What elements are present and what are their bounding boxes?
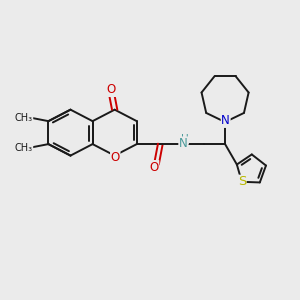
Text: O: O — [149, 160, 159, 174]
Text: O: O — [106, 83, 116, 96]
Text: CH₃: CH₃ — [15, 112, 33, 123]
Text: CH₃: CH₃ — [15, 142, 33, 153]
Text: N: N — [179, 137, 188, 150]
Text: N: N — [221, 114, 230, 127]
Text: H: H — [181, 134, 188, 144]
Text: O: O — [111, 151, 120, 164]
Text: S: S — [238, 175, 246, 188]
